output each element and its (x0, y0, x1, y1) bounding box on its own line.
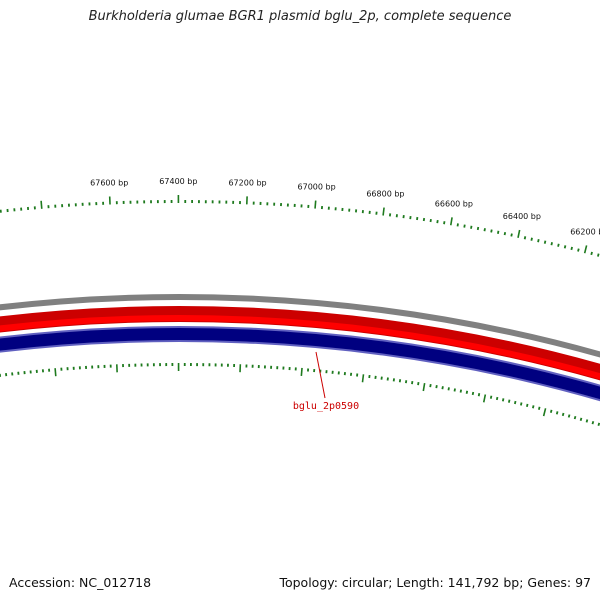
minor-tick (537, 406, 541, 410)
minor-tick (577, 248, 580, 252)
minor-tick (447, 387, 450, 391)
minor-tick (510, 233, 513, 237)
ruler-label: 67000 bp (298, 183, 336, 192)
minor-tick (470, 225, 473, 229)
major-tick (583, 245, 588, 254)
minor-tick (550, 242, 553, 246)
minor-tick (483, 228, 486, 232)
gene-pointer-line (315, 351, 326, 399)
reverse-gene-track[interactable] (0, 328, 600, 417)
ruler-label: 66800 bp (366, 190, 404, 199)
minor-tick (435, 385, 438, 389)
forward-gene-track-highlight (0, 315, 600, 380)
minor-tick (513, 400, 517, 405)
minor-tick (456, 223, 459, 227)
minor-tick (549, 409, 553, 413)
major-tick (482, 394, 487, 403)
minor-tick (501, 398, 505, 402)
major-tick (300, 367, 303, 377)
minor-tick (489, 395, 493, 399)
inner-tick-ring (0, 362, 600, 427)
minor-tick (471, 391, 475, 396)
minor-tick (429, 383, 432, 388)
minor-tick (563, 245, 567, 249)
minor-tick (537, 239, 540, 243)
ruler-label: 67600 bp (90, 178, 128, 187)
minor-tick (597, 253, 600, 257)
ruler-label: 67200 bp (228, 178, 266, 187)
minor-tick (495, 396, 499, 401)
minor-tick (585, 419, 589, 423)
minor-tick (459, 389, 463, 393)
major-tick (517, 229, 521, 239)
genome-summary-text: Topology: circular; Length: 141,792 bp; … (279, 575, 591, 590)
major-tick (449, 217, 453, 226)
forward-gene-track[interactable] (0, 306, 600, 398)
minor-tick (567, 414, 571, 418)
minor-tick (579, 417, 583, 421)
major-tick (542, 408, 547, 417)
minor-tick (523, 236, 527, 240)
minor-tick (507, 399, 511, 403)
minor-tick (476, 226, 480, 231)
minor-tick (463, 224, 466, 228)
minor-tick (465, 390, 469, 394)
ruler-label: 66200 bp (570, 228, 600, 237)
minor-tick (590, 251, 593, 256)
minor-tick (526, 403, 529, 408)
minor-tick (561, 412, 565, 417)
minor-tick (543, 240, 547, 244)
major-tick (40, 200, 43, 209)
minor-tick (520, 402, 523, 406)
minor-tick (555, 411, 559, 415)
minor-tick (453, 388, 456, 392)
minor-tick (570, 246, 573, 251)
map-title: Burkholderia glumae BGR1 plasmid bglu_2p… (88, 9, 512, 24)
major-tick (382, 207, 385, 216)
minor-tick (490, 229, 493, 233)
major-tick (361, 374, 365, 383)
minor-tick (591, 420, 595, 425)
gene-label[interactable]: bglu_2p0590 (293, 401, 359, 412)
minor-tick (477, 393, 481, 397)
ruler-label: 67400 bp (159, 177, 197, 186)
minor-tick (497, 230, 500, 234)
minor-tick (530, 237, 533, 241)
accession-text: Accession: NC_012718 (9, 575, 152, 590)
minor-tick (597, 422, 600, 427)
minor-tick (503, 231, 507, 236)
major-tick (54, 368, 57, 377)
ruler-label: 66400 bp (503, 212, 541, 221)
backbone-track (0, 294, 600, 358)
outer-tick-ring (0, 194, 600, 257)
major-tick (314, 200, 317, 209)
minor-tick (573, 415, 577, 420)
ruler-label: 66600 bp (435, 200, 473, 209)
minor-tick (557, 243, 560, 247)
major-tick (422, 382, 426, 392)
minor-tick (531, 405, 535, 409)
minor-tick (441, 386, 444, 390)
